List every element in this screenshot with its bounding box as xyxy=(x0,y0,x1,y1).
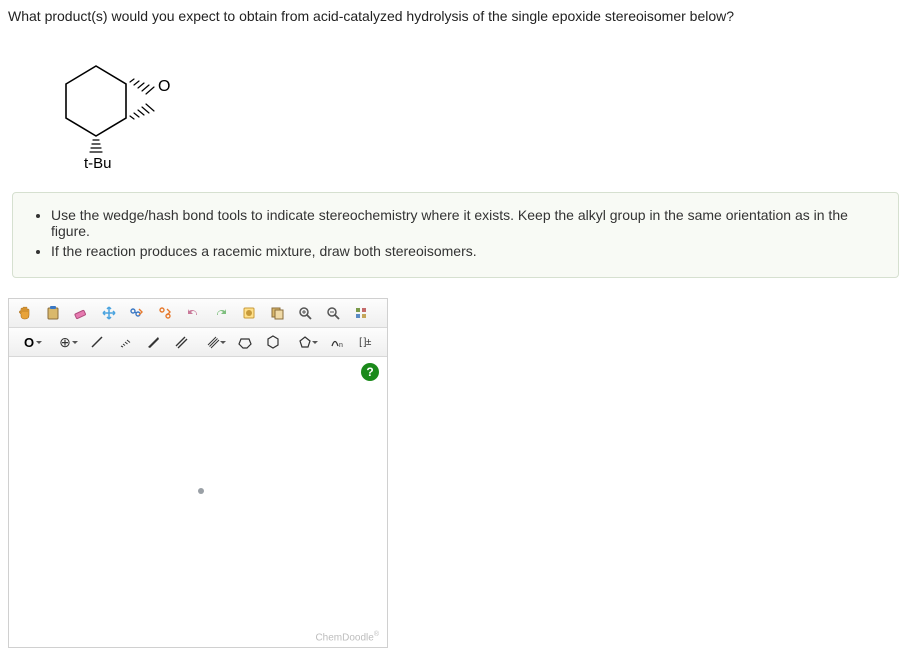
charge-plus-dropdown[interactable]: ⊕ xyxy=(48,331,82,353)
subscript-n-tool[interactable]: n xyxy=(324,331,350,353)
instruction-item: Use the wedge/hash bond tools to indicat… xyxy=(51,207,880,239)
zoom-in-tool[interactable] xyxy=(292,302,318,324)
chain-tool[interactable] xyxy=(124,302,150,324)
question-text: What product(s) would you expect to obta… xyxy=(8,8,903,24)
structure-editor: O ⊕ n [ ]± ? ChemDoodle® xyxy=(8,298,388,648)
chemdoodle-brand: ChemDoodle® xyxy=(315,631,379,643)
eraser-tool[interactable] xyxy=(68,302,94,324)
undo-tool[interactable] xyxy=(180,302,206,324)
pentagon-dropdown[interactable] xyxy=(288,331,322,353)
double-bond-tool[interactable] xyxy=(168,331,194,353)
single-bond-tool[interactable] xyxy=(84,331,110,353)
triple-bond-dropdown[interactable] xyxy=(196,331,230,353)
drawing-canvas[interactable]: ? ChemDoodle® xyxy=(9,357,387,647)
hexagon-tool[interactable] xyxy=(260,331,286,353)
hand-tool[interactable] xyxy=(12,302,38,324)
instruction-item: If the reaction produces a racemic mixtu… xyxy=(51,243,880,259)
wedge-bond-tool[interactable] xyxy=(140,331,166,353)
atom-oxygen-dropdown[interactable]: O xyxy=(12,331,46,353)
oxygen-label: O xyxy=(158,78,170,95)
template-tool[interactable] xyxy=(152,302,178,324)
help-icon[interactable]: ? xyxy=(361,363,379,381)
settings-tool[interactable] xyxy=(348,302,374,324)
instructions-panel: Use the wedge/hash bond tools to indicat… xyxy=(12,192,899,278)
zoom-out-tool[interactable] xyxy=(320,302,346,324)
starting-material-structure: O t-Bu xyxy=(36,36,903,174)
highlight-tool[interactable] xyxy=(236,302,262,324)
paste-tool[interactable] xyxy=(40,302,66,324)
hexagon-flat-tool[interactable] xyxy=(232,331,258,353)
recessed-bond-tool[interactable] xyxy=(112,331,138,353)
svg-text:n: n xyxy=(339,342,343,349)
bracket-charge-tool[interactable]: [ ]± xyxy=(352,331,378,353)
toolbar-row-1 xyxy=(9,299,387,328)
canvas-seed-atom[interactable] xyxy=(198,488,204,494)
move-tool[interactable] xyxy=(96,302,122,324)
redo-tool[interactable] xyxy=(208,302,234,324)
toolbar-row-2: O ⊕ n [ ]± xyxy=(9,328,387,357)
copy-tool[interactable] xyxy=(264,302,290,324)
tbu-label: t-Bu xyxy=(84,155,112,171)
